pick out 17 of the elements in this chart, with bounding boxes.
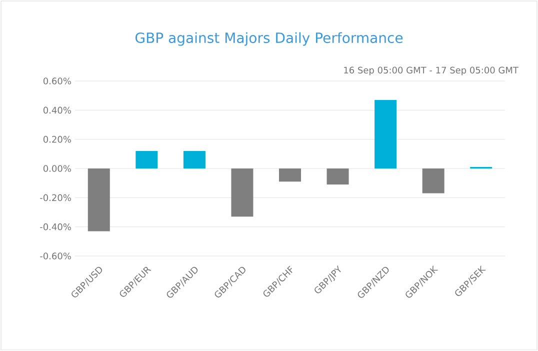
y-tick-label: 0.60% — [43, 78, 71, 84]
bar — [183, 151, 206, 168]
bar — [326, 168, 349, 185]
chart-subtitle: 16 Sep 05:00 GMT - 17 Sep 05:00 GMT — [344, 66, 518, 76]
y-tick-label: 0.20% — [43, 136, 71, 143]
y-tick-label: 0.40% — [43, 106, 71, 114]
y-tick-label: -0.60% — [40, 252, 71, 260]
bar — [374, 100, 397, 168]
bar — [279, 168, 301, 182]
bar — [422, 168, 444, 194]
bar — [231, 168, 254, 217]
bar — [136, 151, 158, 168]
bar — [88, 168, 110, 232]
y-tick-label: -0.20% — [40, 194, 71, 202]
y-tick-label: -0.40% — [40, 223, 71, 230]
y-tick-label: 0.00% — [43, 165, 71, 172]
chart-title: GBP against Majors Daily Performance — [135, 32, 403, 46]
